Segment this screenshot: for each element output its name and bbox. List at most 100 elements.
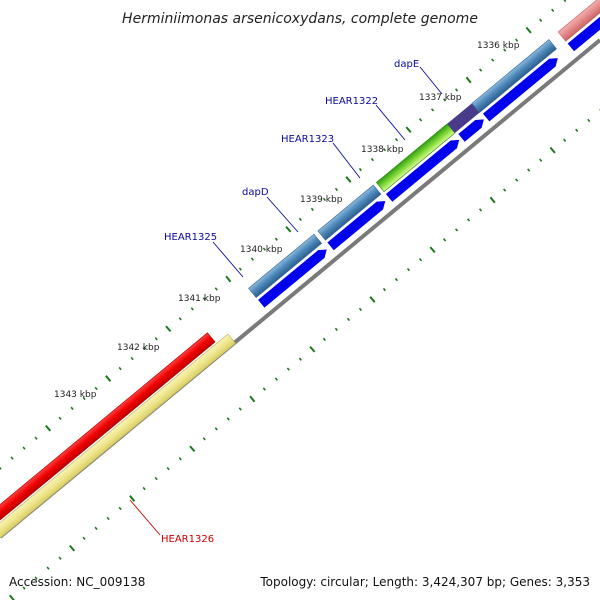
minor-tick [394, 277, 399, 282]
minor-tick [58, 556, 62, 560]
gene-label-dapd[interactable]: dapD [242, 187, 269, 198]
minor-tick [94, 526, 98, 531]
minor-tick [575, 128, 579, 133]
gene-bar-dape[interactable] [471, 39, 557, 114]
gene-label-hear1325[interactable]: HEAR1325 [164, 232, 217, 243]
ruler-label: 1342 kbp [117, 343, 160, 353]
minor-tick [154, 476, 158, 481]
minor-tick [0, 466, 2, 470]
leader-line [129, 499, 161, 536]
minor-tick [82, 536, 86, 540]
gene-bar-red[interactable] [0, 332, 216, 528]
minor-tick [322, 197, 327, 202]
minor-tick [298, 217, 302, 221]
major-tick [69, 544, 76, 552]
minor-tick [478, 208, 483, 212]
leader-line [266, 196, 299, 233]
major-tick [429, 246, 436, 254]
minor-tick [382, 147, 387, 152]
gene-leaders [129, 66, 443, 536]
minor-tick [22, 446, 26, 450]
minor-tick [238, 267, 242, 271]
minor-tick [226, 417, 230, 421]
gene-bar-hear1325[interactable] [248, 233, 323, 299]
major-tick [105, 375, 112, 382]
ruler-label: 1343 kbp [54, 390, 97, 400]
minor-tick [358, 167, 363, 172]
major-tick [525, 26, 532, 34]
minor-tick [262, 387, 266, 391]
minor-tick [178, 317, 182, 321]
summary-text: Topology: circular; Length: 3,424,307 bp… [259, 575, 590, 589]
minor-tick [527, 168, 531, 172]
cds-arrow[interactable] [482, 54, 561, 122]
minor-tick [358, 307, 363, 312]
minor-tick [515, 178, 519, 182]
cds-arrow[interactable] [458, 116, 487, 142]
minor-tick [322, 337, 326, 341]
minor-tick [466, 218, 471, 222]
tick-track-inner [9, 109, 600, 600]
minor-tick [502, 188, 507, 192]
gene-bar-pink[interactable] [557, 0, 600, 42]
leader-line [212, 241, 244, 278]
minor-tick [10, 456, 14, 460]
major-tick [489, 196, 496, 204]
minor-tick [82, 396, 86, 401]
cds-arrow[interactable] [327, 197, 388, 251]
minor-tick [346, 317, 351, 322]
leader-line [332, 142, 361, 179]
minor-tick [34, 436, 38, 440]
minor-tick [478, 68, 483, 72]
minor-tick [202, 437, 206, 441]
minor-tick [94, 386, 98, 391]
major-tick [189, 445, 196, 453]
cds-arrow[interactable] [258, 246, 330, 308]
minor-tick [418, 257, 423, 262]
minor-tick [394, 137, 399, 142]
major-tick [309, 345, 316, 353]
cds-arrow[interactable] [567, 0, 600, 52]
ruler-label: 1339 kbp [300, 195, 343, 205]
gene-bar-hear1326[interactable] [0, 333, 236, 539]
major-tick [9, 594, 15, 600]
gene-bar-hear1322[interactable] [447, 103, 480, 134]
accession-text: Accession: NC_009138 [9, 575, 145, 589]
tick-track-outer [0, 0, 567, 470]
minor-tick [539, 18, 543, 22]
minor-tick [310, 207, 315, 212]
ruler-label: 1338 kbp [361, 145, 404, 155]
minor-tick [442, 98, 447, 102]
minor-tick [587, 118, 591, 123]
gene-label-hear1326[interactable]: HEAR1326 [161, 534, 214, 545]
minor-tick [503, 48, 507, 52]
gene-label-hear1323[interactable]: HEAR1323 [281, 134, 334, 145]
minor-tick [154, 337, 158, 341]
minor-tick [454, 228, 459, 232]
minor-tick [214, 287, 218, 291]
minor-tick [58, 416, 62, 420]
minor-tick [130, 356, 134, 361]
minor-tick [298, 357, 302, 361]
major-tick [405, 126, 412, 134]
minor-tick [142, 486, 146, 491]
gene-bar-dapd[interactable] [317, 184, 382, 241]
minor-tick [190, 307, 194, 311]
leader-line [375, 104, 406, 141]
gene-label-hear1322[interactable]: HEAR1322 [325, 96, 378, 107]
gene-label-dape[interactable]: dapE [394, 59, 419, 70]
minor-tick [334, 187, 339, 192]
minor-tick [515, 38, 519, 42]
minor-tick [250, 257, 254, 261]
minor-tick [22, 586, 26, 590]
minor-tick [418, 118, 423, 122]
ruler-labels: 1336 kbp 1337 kbp 1338 kbp 1339 kbp 1340… [54, 41, 520, 400]
cds-arrow[interactable] [385, 136, 462, 202]
gene-track [0, 0, 600, 539]
minor-tick [238, 407, 242, 411]
major-tick [369, 296, 376, 303]
minor-tick [382, 287, 387, 292]
minor-tick [46, 566, 50, 570]
minor-tick [262, 247, 266, 251]
